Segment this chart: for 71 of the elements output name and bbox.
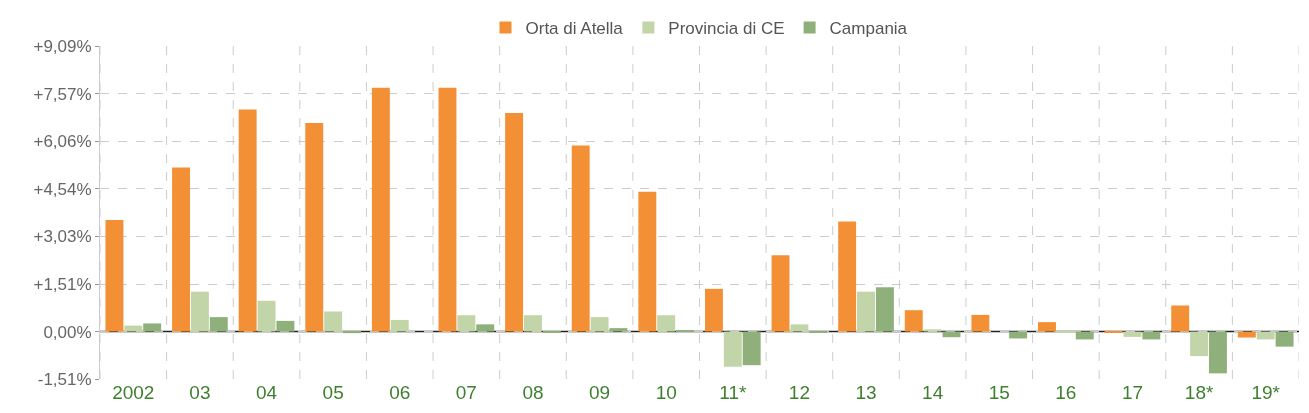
x-tick-label: 07 — [455, 382, 477, 403]
bar — [971, 314, 990, 332]
bar — [1171, 305, 1190, 332]
bar — [742, 331, 761, 366]
bar — [923, 329, 942, 332]
legend-label: Provincia di CE — [668, 19, 785, 39]
bar — [124, 325, 143, 332]
bar — [1275, 331, 1294, 347]
bar — [1208, 331, 1227, 374]
bar — [438, 87, 457, 332]
y-tick-label: +1,51% — [33, 275, 92, 295]
bar — [105, 220, 124, 332]
bar — [704, 288, 723, 332]
bar — [276, 320, 295, 332]
bar — [343, 331, 361, 334]
bar — [143, 323, 162, 332]
y-tick-label: +3,03% — [33, 227, 92, 247]
x-tick-label: 18* — [1184, 382, 1214, 403]
x-tick-label: 06 — [389, 382, 411, 403]
x-tick-label: 15 — [988, 382, 1010, 403]
y-tick-label: 0,00% — [43, 322, 92, 342]
bar — [790, 324, 809, 332]
bar — [305, 122, 324, 332]
bar — [390, 319, 409, 332]
x-tick-label: 2002 — [112, 382, 155, 403]
bar — [524, 315, 542, 332]
legend-label: Campania — [829, 19, 908, 39]
x-tick-label: 17 — [1121, 382, 1144, 403]
legend-label: Orta di Atella — [525, 19, 624, 39]
bar — [771, 255, 790, 332]
bar — [875, 287, 894, 332]
bar — [1190, 331, 1209, 357]
bar — [324, 311, 343, 332]
bar — [209, 317, 228, 332]
y-tick-label: +9,09% — [33, 36, 92, 56]
bar — [904, 310, 923, 332]
bar — [1237, 331, 1256, 338]
bar — [609, 328, 628, 332]
bar — [657, 315, 676, 332]
x-tick-label: 12 — [788, 382, 810, 403]
bar — [590, 317, 609, 332]
bar — [857, 291, 875, 332]
bar — [190, 291, 209, 332]
y-tick-label: -1,51% — [37, 369, 92, 389]
bar — [371, 87, 390, 332]
x-tick-label: 05 — [322, 382, 344, 403]
x-tick-label: 19* — [1251, 382, 1281, 403]
y-tick-label: +6,06% — [33, 132, 92, 152]
x-tick-label: 03 — [189, 382, 211, 403]
bar — [723, 331, 742, 367]
x-tick-label: 04 — [255, 382, 278, 403]
x-tick-label: 10 — [655, 382, 677, 403]
bar — [1038, 322, 1056, 332]
x-tick-label: 14 — [922, 382, 944, 403]
bar — [476, 324, 495, 332]
bar — [238, 109, 257, 332]
x-tick-label: 16 — [1055, 382, 1077, 403]
x-tick-label: 11* — [719, 382, 747, 403]
x-tick-label: 13 — [855, 382, 877, 403]
bar — [457, 315, 476, 332]
bar — [257, 300, 276, 332]
bar — [838, 221, 857, 332]
bar — [172, 167, 191, 332]
bar — [676, 329, 695, 332]
bar — [638, 191, 657, 332]
y-tick-label: +7,57% — [33, 84, 92, 104]
y-tick-label: +4,54% — [33, 179, 92, 199]
x-tick-label: 08 — [522, 382, 544, 403]
bar — [571, 145, 590, 332]
x-tick-label: 09 — [589, 382, 611, 403]
bar — [505, 112, 524, 332]
